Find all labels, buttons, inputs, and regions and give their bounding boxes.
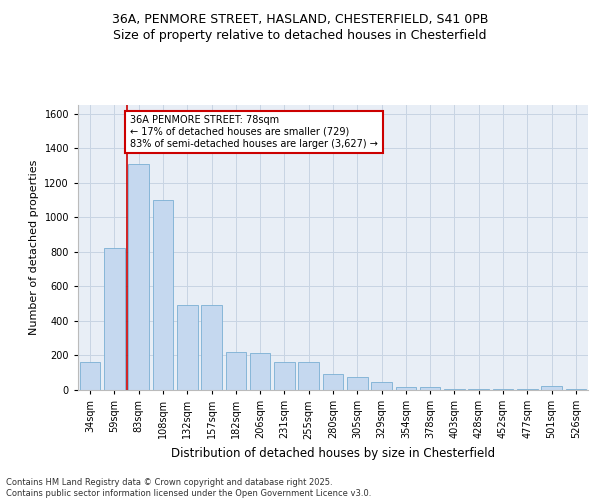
Bar <box>517 389 538 390</box>
Bar <box>298 362 319 390</box>
Bar <box>104 248 125 390</box>
Text: 36A, PENMORE STREET, HASLAND, CHESTERFIELD, S41 0PB: 36A, PENMORE STREET, HASLAND, CHESTERFIE… <box>112 12 488 26</box>
Bar <box>80 362 100 390</box>
Bar <box>444 389 465 390</box>
X-axis label: Distribution of detached houses by size in Chesterfield: Distribution of detached houses by size … <box>171 447 495 460</box>
Bar <box>347 377 368 390</box>
Bar <box>201 306 222 390</box>
Bar <box>493 389 514 390</box>
Bar <box>541 386 562 390</box>
Bar <box>371 382 392 390</box>
Bar <box>323 374 343 390</box>
Bar <box>420 386 440 390</box>
Bar <box>128 164 149 390</box>
Bar <box>250 353 271 390</box>
Text: Size of property relative to detached houses in Chesterfield: Size of property relative to detached ho… <box>113 29 487 42</box>
Bar <box>226 352 246 390</box>
Bar <box>177 306 197 390</box>
Bar <box>469 389 489 390</box>
Text: 36A PENMORE STREET: 78sqm
← 17% of detached houses are smaller (729)
83% of semi: 36A PENMORE STREET: 78sqm ← 17% of detac… <box>130 116 378 148</box>
Text: Contains HM Land Registry data © Crown copyright and database right 2025.
Contai: Contains HM Land Registry data © Crown c… <box>6 478 371 498</box>
Bar <box>152 200 173 390</box>
Bar <box>274 362 295 390</box>
Bar <box>395 386 416 390</box>
Bar <box>566 389 586 390</box>
Y-axis label: Number of detached properties: Number of detached properties <box>29 160 39 335</box>
